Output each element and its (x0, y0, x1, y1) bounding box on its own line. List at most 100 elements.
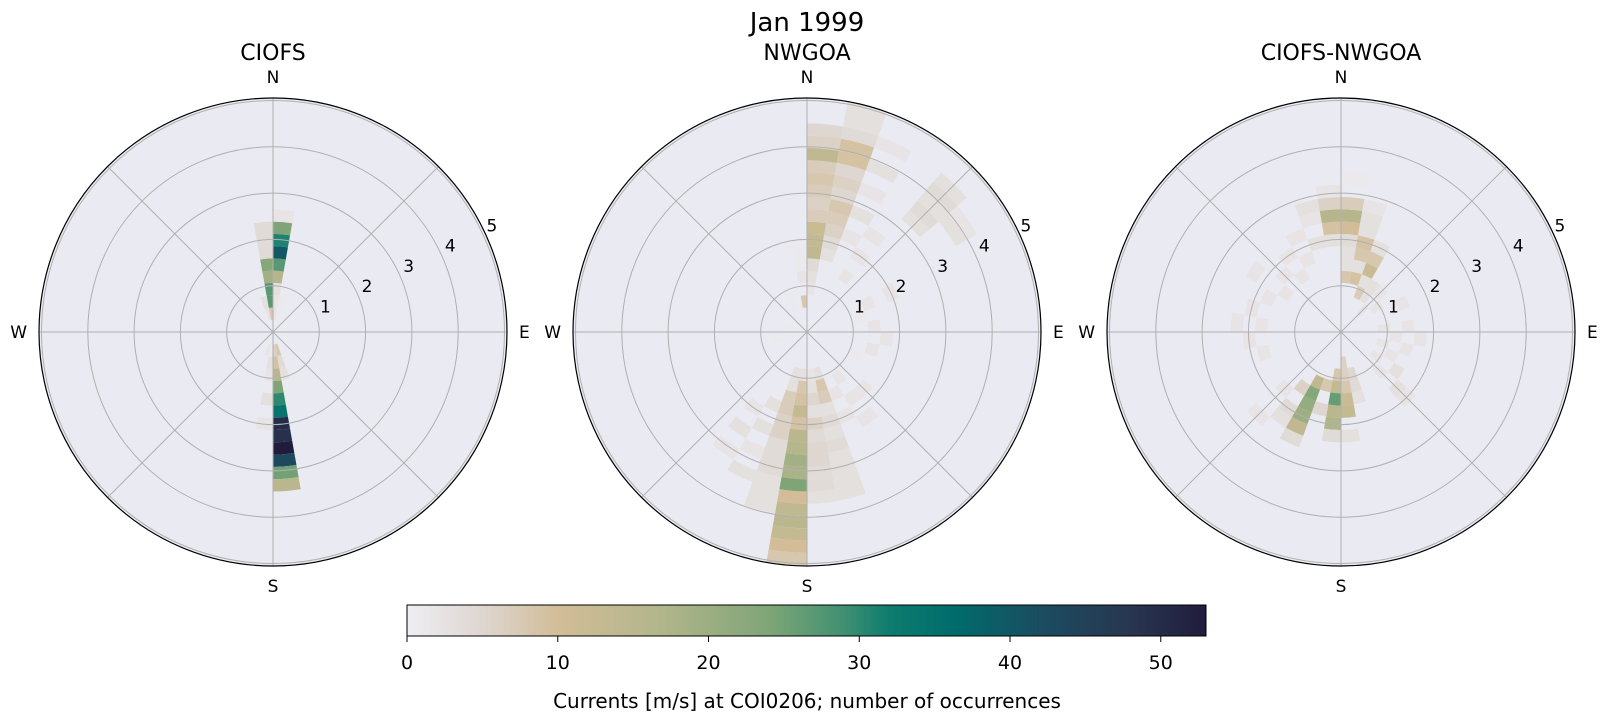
histogram-cell (760, 447, 786, 465)
histogram-cell (1341, 380, 1352, 394)
histogram-cell (807, 489, 837, 504)
direction-label-e: E (1587, 323, 1598, 343)
colorbar-tick-label: 20 (696, 652, 720, 674)
histogram-cell (841, 126, 879, 148)
histogram-cell (828, 199, 854, 217)
colorbar-tick-label: 30 (847, 652, 871, 674)
histogram-cell (783, 452, 807, 467)
histogram-cell (273, 209, 295, 224)
histogram-cell (255, 233, 273, 248)
radial-tick-label: 2 (1430, 277, 1441, 297)
histogram-cell (821, 235, 841, 252)
grid-spoke (1175, 166, 1342, 333)
histogram-cell (1341, 172, 1369, 188)
histogram-cell (1366, 251, 1384, 269)
histogram-cell (266, 295, 273, 308)
direction-label-n: N (801, 68, 814, 88)
radial-tick-label: 5 (1020, 216, 1031, 236)
histogram-cell (789, 416, 807, 431)
grid-spoke (641, 166, 808, 333)
histogram-cell (277, 295, 286, 309)
histogram-cell (1375, 338, 1390, 349)
colorbar-label: Currents [m/s] at COI0206; number of occ… (553, 689, 1061, 713)
histogram-cell (831, 369, 847, 386)
histogram-cell (768, 537, 807, 553)
histogram-cell (275, 307, 282, 321)
histogram-cell (273, 392, 286, 406)
histogram-cell (273, 380, 284, 394)
radial-tick-label: 3 (403, 257, 414, 277)
histogram-cell (807, 464, 833, 480)
plot-title: NWGOA (763, 41, 850, 66)
histogram-cell (273, 295, 280, 308)
histogram-cell (1365, 278, 1381, 295)
histogram-cell (837, 268, 855, 286)
histogram-cell (1321, 428, 1341, 443)
grid-spoke (272, 331, 439, 498)
histogram-cell (1310, 374, 1325, 390)
grid-spoke (272, 166, 439, 333)
histogram-cell (1256, 344, 1272, 362)
direction-label-e: E (1053, 323, 1064, 343)
colorbar-tick-label: 10 (546, 652, 570, 674)
histogram-cell (807, 160, 837, 175)
histogram-cell (781, 389, 797, 405)
colorbar-tick-label: 0 (401, 652, 413, 674)
histogram-cell (840, 228, 863, 247)
histogram-cell (848, 205, 875, 226)
histogram-cell (273, 404, 288, 418)
histogram-cell (832, 174, 862, 194)
histogram-cell (807, 392, 820, 406)
histogram-cell (807, 233, 825, 248)
histogram-cell (260, 258, 273, 272)
histogram-cell (765, 435, 788, 453)
histogram-cell (807, 172, 835, 188)
histogram-cell (836, 150, 870, 171)
histogram-cell (1413, 332, 1427, 347)
colorbar-tick-label: 50 (1149, 652, 1173, 674)
histogram-cell (275, 343, 282, 357)
histogram-cell (845, 102, 887, 125)
colorbar-gradient (406, 604, 1207, 637)
histogram-cell (864, 342, 880, 358)
histogram-cell (826, 211, 849, 229)
histogram-cell (273, 332, 286, 337)
direction-label-w: W (544, 323, 561, 343)
radial-tick-label: 1 (320, 297, 331, 317)
histogram-cell (1361, 262, 1378, 279)
grid-spoke (806, 166, 973, 333)
plot-frame (38, 97, 508, 567)
plot-frame (572, 97, 1042, 567)
histogram-cell (1279, 427, 1304, 448)
histogram-cell (874, 135, 912, 162)
histogram-cell (856, 407, 878, 428)
direction-label-s: S (802, 577, 813, 597)
histogram-cell (279, 366, 290, 381)
histogram-cell (273, 258, 286, 272)
histogram-cell (1328, 392, 1341, 406)
histogram-cell (1349, 378, 1362, 393)
histogram-cell (1255, 317, 1269, 332)
histogram-cell (273, 428, 293, 443)
histogram-cell (1341, 270, 1352, 284)
histogram-cell (832, 470, 862, 490)
histogram-cell (834, 481, 866, 502)
histogram-cell (764, 395, 782, 413)
plot-frame (1106, 97, 1576, 567)
histogram-cell (879, 332, 893, 347)
histogram-cell (751, 417, 774, 436)
grid-spoke (1175, 331, 1342, 498)
histogram-cell (1349, 271, 1362, 286)
histogram-cell (807, 184, 833, 200)
histogram-cell (779, 476, 807, 492)
histogram-cell (1353, 247, 1371, 263)
histogram-cell (769, 424, 790, 441)
direction-label-e: E (519, 323, 530, 343)
histogram-cell (807, 452, 831, 467)
colorbar-ticks: 0 10 20 30 40 50 (401, 636, 1173, 674)
histogram-cell (1294, 199, 1320, 217)
histogram-cell (860, 295, 877, 312)
histogram-cell (1242, 332, 1257, 350)
